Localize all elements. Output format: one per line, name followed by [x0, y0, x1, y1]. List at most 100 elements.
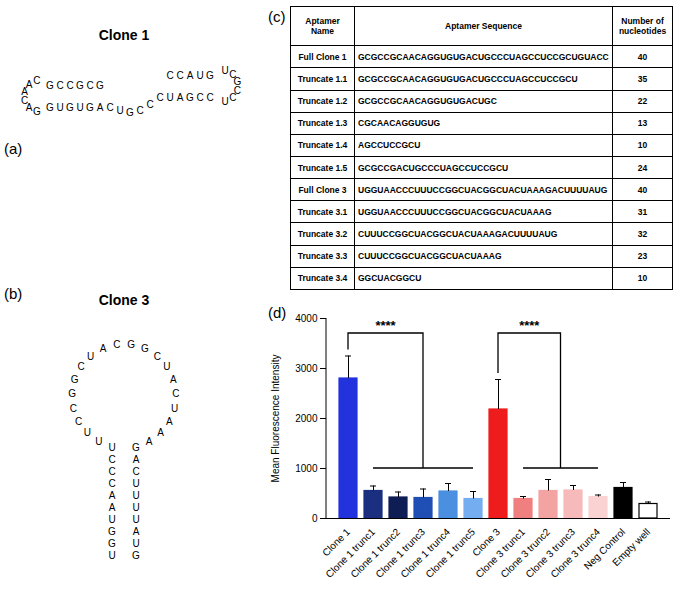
svg-text:G: G [46, 80, 54, 91]
svg-text:G: G [46, 102, 54, 113]
svg-text:****: **** [375, 318, 396, 333]
svg-text:Mean Fluorescence Intensity: Mean Fluorescence Intensity [270, 355, 281, 483]
html-text:Aptamer Name: Aptamer Name [305, 16, 340, 37]
svg-text:C: C [136, 105, 143, 116]
svg-text:C: C [154, 351, 161, 362]
svg-text:Clone 1 trunc1: Clone 1 trunc1 [323, 526, 378, 580]
svg-text:U: U [87, 351, 94, 362]
svg-text:Clone 3 trunc3: Clone 3 trunc3 [523, 526, 578, 580]
svg-text:C: C [206, 92, 213, 103]
svg-text:Clone 1 trunc3: Clone 1 trunc3 [373, 526, 428, 580]
svg-text:C: C [229, 69, 236, 80]
svg-text:Neg Control: Neg Control [581, 526, 628, 572]
svg-text:C: C [166, 70, 173, 81]
svg-text:G: G [66, 102, 74, 113]
html-text:(a): (a) [4, 140, 23, 157]
svg-text:U: U [132, 478, 139, 489]
svg-text:A: A [177, 92, 184, 103]
svg-text:A: A [133, 454, 140, 465]
svg-text:A: A [166, 416, 173, 427]
svg-text:0: 0 [312, 513, 318, 524]
svg-text:U: U [132, 514, 139, 525]
svg-text:U: U [108, 514, 115, 525]
svg-text:****: **** [519, 318, 540, 333]
svg-text:U: U [108, 550, 115, 561]
svg-text:U: U [132, 502, 139, 513]
svg-text:Clone 3 trunc2: Clone 3 trunc2 [498, 526, 553, 580]
svg-text:U: U [95, 436, 102, 447]
svg-text:C: C [75, 416, 82, 427]
svg-text:Clone 3 trunc1: Clone 3 trunc1 [473, 526, 528, 580]
svg-text:C: C [108, 466, 115, 477]
svg-text:Clone 3 trunc4: Clone 3 trunc4 [548, 526, 603, 580]
svg-text:A: A [170, 374, 177, 385]
svg-text:U: U [116, 105, 123, 116]
svg-text:C: C [108, 454, 115, 465]
svg-text:G: G [206, 70, 214, 81]
svg-text:C: C [146, 99, 153, 110]
html-text:Number of nucleotides: Number of nucleotides [618, 16, 667, 37]
svg-text:C: C [106, 102, 113, 113]
svg-text:Clone 1 trunc2: Clone 1 trunc2 [348, 526, 403, 580]
svg-text:A: A [109, 490, 116, 501]
svg-text:2000: 2000 [295, 413, 318, 424]
svg-text:A: A [100, 343, 107, 354]
svg-text:C: C [33, 75, 40, 86]
svg-text:C: C [70, 403, 77, 414]
svg-text:C: C [176, 70, 183, 81]
svg-text:U: U [108, 442, 115, 453]
svg-text:G: G [127, 339, 135, 350]
svg-text:U: U [132, 490, 139, 501]
svg-text:C: C [108, 478, 115, 489]
svg-text:G: G [126, 107, 134, 118]
svg-text:C: C [156, 92, 163, 103]
svg-text:G: G [33, 106, 41, 117]
svg-text:A: A [187, 70, 194, 81]
svg-text:A: A [146, 436, 153, 447]
svg-text:A: A [157, 427, 164, 438]
svg-text:A: A [109, 502, 116, 513]
svg-text:1000: 1000 [295, 463, 318, 474]
svg-text:G: G [96, 80, 104, 91]
svg-text:C: C [196, 92, 203, 103]
svg-text:Clone 3: Clone 3 [99, 292, 150, 308]
svg-text:A: A [97, 102, 104, 113]
svg-text:Clone 1: Clone 1 [99, 27, 150, 43]
svg-text:G: G [141, 343, 149, 354]
svg-text:G: G [108, 538, 116, 549]
svg-text:U: U [196, 70, 203, 81]
svg-text:U: U [166, 92, 173, 103]
svg-text:G: G [71, 374, 79, 385]
svg-text:G: G [108, 526, 116, 537]
svg-text:U: U [222, 65, 229, 76]
svg-text:4000: 4000 [295, 313, 318, 324]
svg-text:C: C [86, 80, 93, 91]
svg-text:U: U [132, 538, 139, 549]
svg-text:C: C [132, 466, 139, 477]
svg-text:U: U [163, 361, 170, 372]
svg-text:C: C [77, 361, 84, 372]
svg-text:C: C [56, 80, 63, 91]
svg-text:Clone 1: Clone 1 [320, 526, 353, 559]
svg-text:A: A [133, 526, 140, 537]
svg-text:C: C [113, 339, 120, 350]
svg-text:3000: 3000 [295, 363, 318, 374]
svg-text:U: U [171, 403, 178, 414]
svg-text:G: G [68, 388, 76, 399]
svg-text:C: C [172, 388, 179, 399]
svg-text:G: G [76, 80, 84, 91]
svg-text:C: C [66, 80, 73, 91]
svg-text:U: U [84, 427, 91, 438]
svg-text:G: G [86, 102, 94, 113]
svg-text:G: G [132, 550, 140, 561]
svg-text:U: U [76, 102, 83, 113]
svg-text:G: G [132, 442, 140, 453]
svg-text:Clone 1 trunc4: Clone 1 trunc4 [398, 526, 453, 580]
svg-text:U: U [56, 102, 63, 113]
svg-text:Clone 1 trunc5: Clone 1 trunc5 [423, 526, 477, 580]
svg-text:Clone 3: Clone 3 [470, 526, 503, 559]
svg-text:A: A [26, 102, 33, 113]
svg-text:U: U [222, 96, 229, 107]
svg-text:G: G [186, 92, 194, 103]
svg-text:Empty well: Empty well [610, 526, 652, 568]
